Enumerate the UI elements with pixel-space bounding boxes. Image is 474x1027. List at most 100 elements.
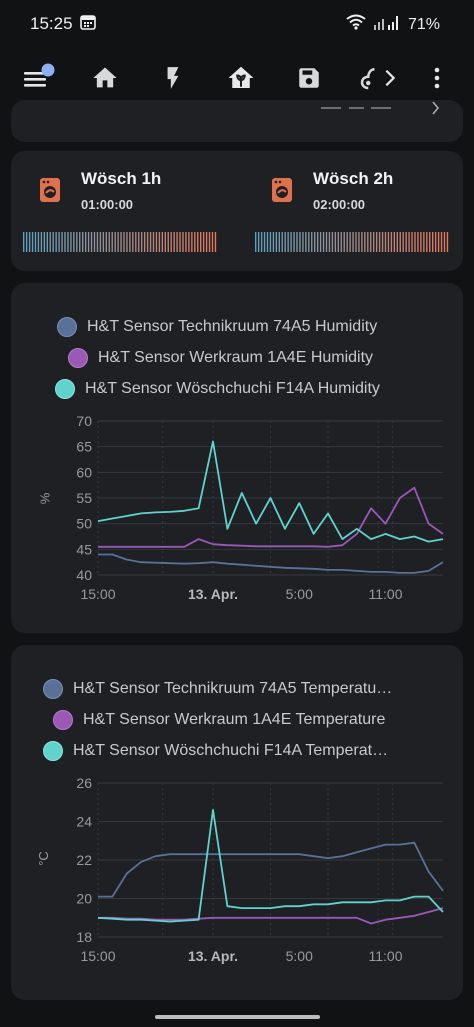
progress-tick	[141, 232, 143, 252]
legend-item-woschchuchi-temperature[interactable]: H&T Sensor Wöschchuchi F14A Temperat…	[43, 741, 388, 761]
progress-tick	[37, 232, 40, 252]
progress-tick	[405, 232, 407, 252]
progress-tick	[311, 232, 313, 252]
temperature-chart-card: H&T Sensor Technikruum 74A5 Temperatu… H…	[11, 645, 463, 1000]
y-tick-label: 40	[76, 567, 92, 583]
progress-tick	[200, 232, 202, 252]
top-toolbar	[0, 50, 474, 112]
progress-tick	[420, 232, 422, 252]
progress-tick	[40, 232, 43, 252]
progress-tick	[202, 232, 205, 252]
home-indicator[interactable]	[155, 1015, 320, 1019]
progress-tick	[176, 232, 178, 252]
progress-tick	[257, 232, 260, 252]
progress-tick	[290, 232, 292, 252]
progress-tick	[373, 232, 375, 252]
progress-tick	[194, 232, 196, 252]
progress-tick	[79, 232, 81, 252]
progress-tick	[149, 232, 152, 252]
progress-tick	[337, 232, 339, 252]
series-line-2	[98, 486, 444, 548]
progress-tick	[437, 232, 440, 252]
progress-tick	[278, 232, 280, 252]
progress-tick	[197, 232, 199, 252]
progress-tick	[443, 232, 446, 252]
progress-tick	[155, 232, 158, 252]
progress-tick	[367, 232, 369, 252]
progress-tick	[208, 232, 211, 252]
legend-item-werkraum-humidity[interactable]: H&T Sensor Werkraum 1A4E Humidity	[68, 348, 373, 368]
progress-tick	[331, 232, 334, 252]
progress-tick	[114, 232, 116, 252]
progress-tick	[314, 232, 316, 252]
series-line-2	[98, 907, 444, 925]
timer-name: Wösch 1h	[81, 169, 162, 188]
progress-tick	[378, 232, 381, 252]
progress-tick	[120, 232, 122, 252]
legend-label: H&T Sensor Werkraum 1A4E Temperature	[83, 711, 386, 728]
timer-duration: 01:00:00	[81, 197, 134, 212]
progress-tick	[396, 232, 398, 252]
more-icon[interactable]	[417, 58, 457, 98]
progress-tick	[417, 232, 419, 252]
timer-progress-bar-1	[23, 232, 217, 252]
progress-tick	[343, 232, 345, 252]
progress-tick	[205, 232, 208, 252]
legend-item-technikruum-temperature[interactable]: H&T Sensor Technikruum 74A5 Temperatu…	[43, 679, 392, 699]
battery-level: 71%	[407, 15, 440, 33]
previous-card	[11, 100, 463, 142]
plant-home-icon[interactable]	[221, 58, 261, 98]
progress-tick	[260, 232, 263, 252]
chevron-right-icon[interactable]	[370, 58, 410, 98]
progress-tick	[411, 232, 413, 252]
progress-tick	[263, 232, 266, 252]
legend-item-woschchuchi-humidity[interactable]: H&T Sensor Wöschchuchi F14A Humidity	[55, 379, 380, 399]
progress-tick	[328, 232, 331, 252]
progress-tick	[275, 232, 278, 252]
washing-machine-icon	[271, 177, 293, 208]
timer-duration: 02:00:00	[313, 197, 366, 212]
progress-tick	[390, 232, 393, 252]
temperature-chart[interactable]: 26 24 22 20 18 15:00 13. Apr. 5:00 11:00	[11, 645, 463, 1000]
progress-tick	[87, 232, 90, 252]
y-tick-label: 22	[76, 852, 92, 868]
home-icon[interactable]	[85, 58, 125, 98]
progress-tick	[432, 232, 434, 252]
progress-tick	[214, 232, 217, 252]
progress-tick	[43, 232, 46, 252]
progress-tick	[164, 232, 166, 252]
legend-swatch	[53, 710, 73, 730]
y-tick-label: 24	[76, 814, 92, 830]
x-tick-label: 11:00	[369, 586, 403, 602]
menu-icon[interactable]	[18, 58, 58, 98]
progress-tick	[296, 232, 298, 252]
legend-item-werkraum-temperature[interactable]: H&T Sensor Werkraum 1A4E Temperature	[53, 710, 385, 730]
progress-tick	[387, 232, 390, 252]
calendar-icon	[80, 14, 96, 35]
progress-tick	[82, 232, 84, 252]
humidity-chart[interactable]: 70 65 60 55 50 45 40 15:00 13. Apr. 5:00 11:00	[11, 283, 463, 633]
progress-tick	[46, 232, 48, 252]
progress-tick	[158, 232, 161, 252]
progress-tick	[393, 232, 396, 252]
progress-tick	[358, 232, 360, 252]
status-time: 15:25	[30, 14, 73, 33]
progress-tick	[64, 232, 66, 252]
washing-machine-icon	[39, 177, 61, 208]
progress-tick	[52, 232, 54, 252]
save-icon[interactable]	[289, 58, 329, 98]
progress-tick	[349, 232, 351, 252]
humidity-chart-card: H&T Sensor Technikruum 74A5 Humidity H&T…	[11, 283, 463, 633]
progress-tick	[325, 232, 328, 252]
sensor-icon[interactable]	[352, 58, 392, 98]
wifi-icon	[346, 14, 366, 35]
progress-tick	[67, 232, 69, 252]
progress-tick	[322, 232, 325, 252]
signal-icon	[373, 14, 400, 35]
progress-tick	[429, 232, 431, 252]
timer-progress-bar-2	[255, 232, 449, 252]
series-line-3	[97, 440, 444, 543]
energy-icon[interactable]	[153, 58, 193, 98]
legend-item-technikruum-humidity[interactable]: H&T Sensor Technikruum 74A5 Humidity	[57, 317, 377, 337]
x-tick-label: 5:00	[286, 586, 313, 602]
